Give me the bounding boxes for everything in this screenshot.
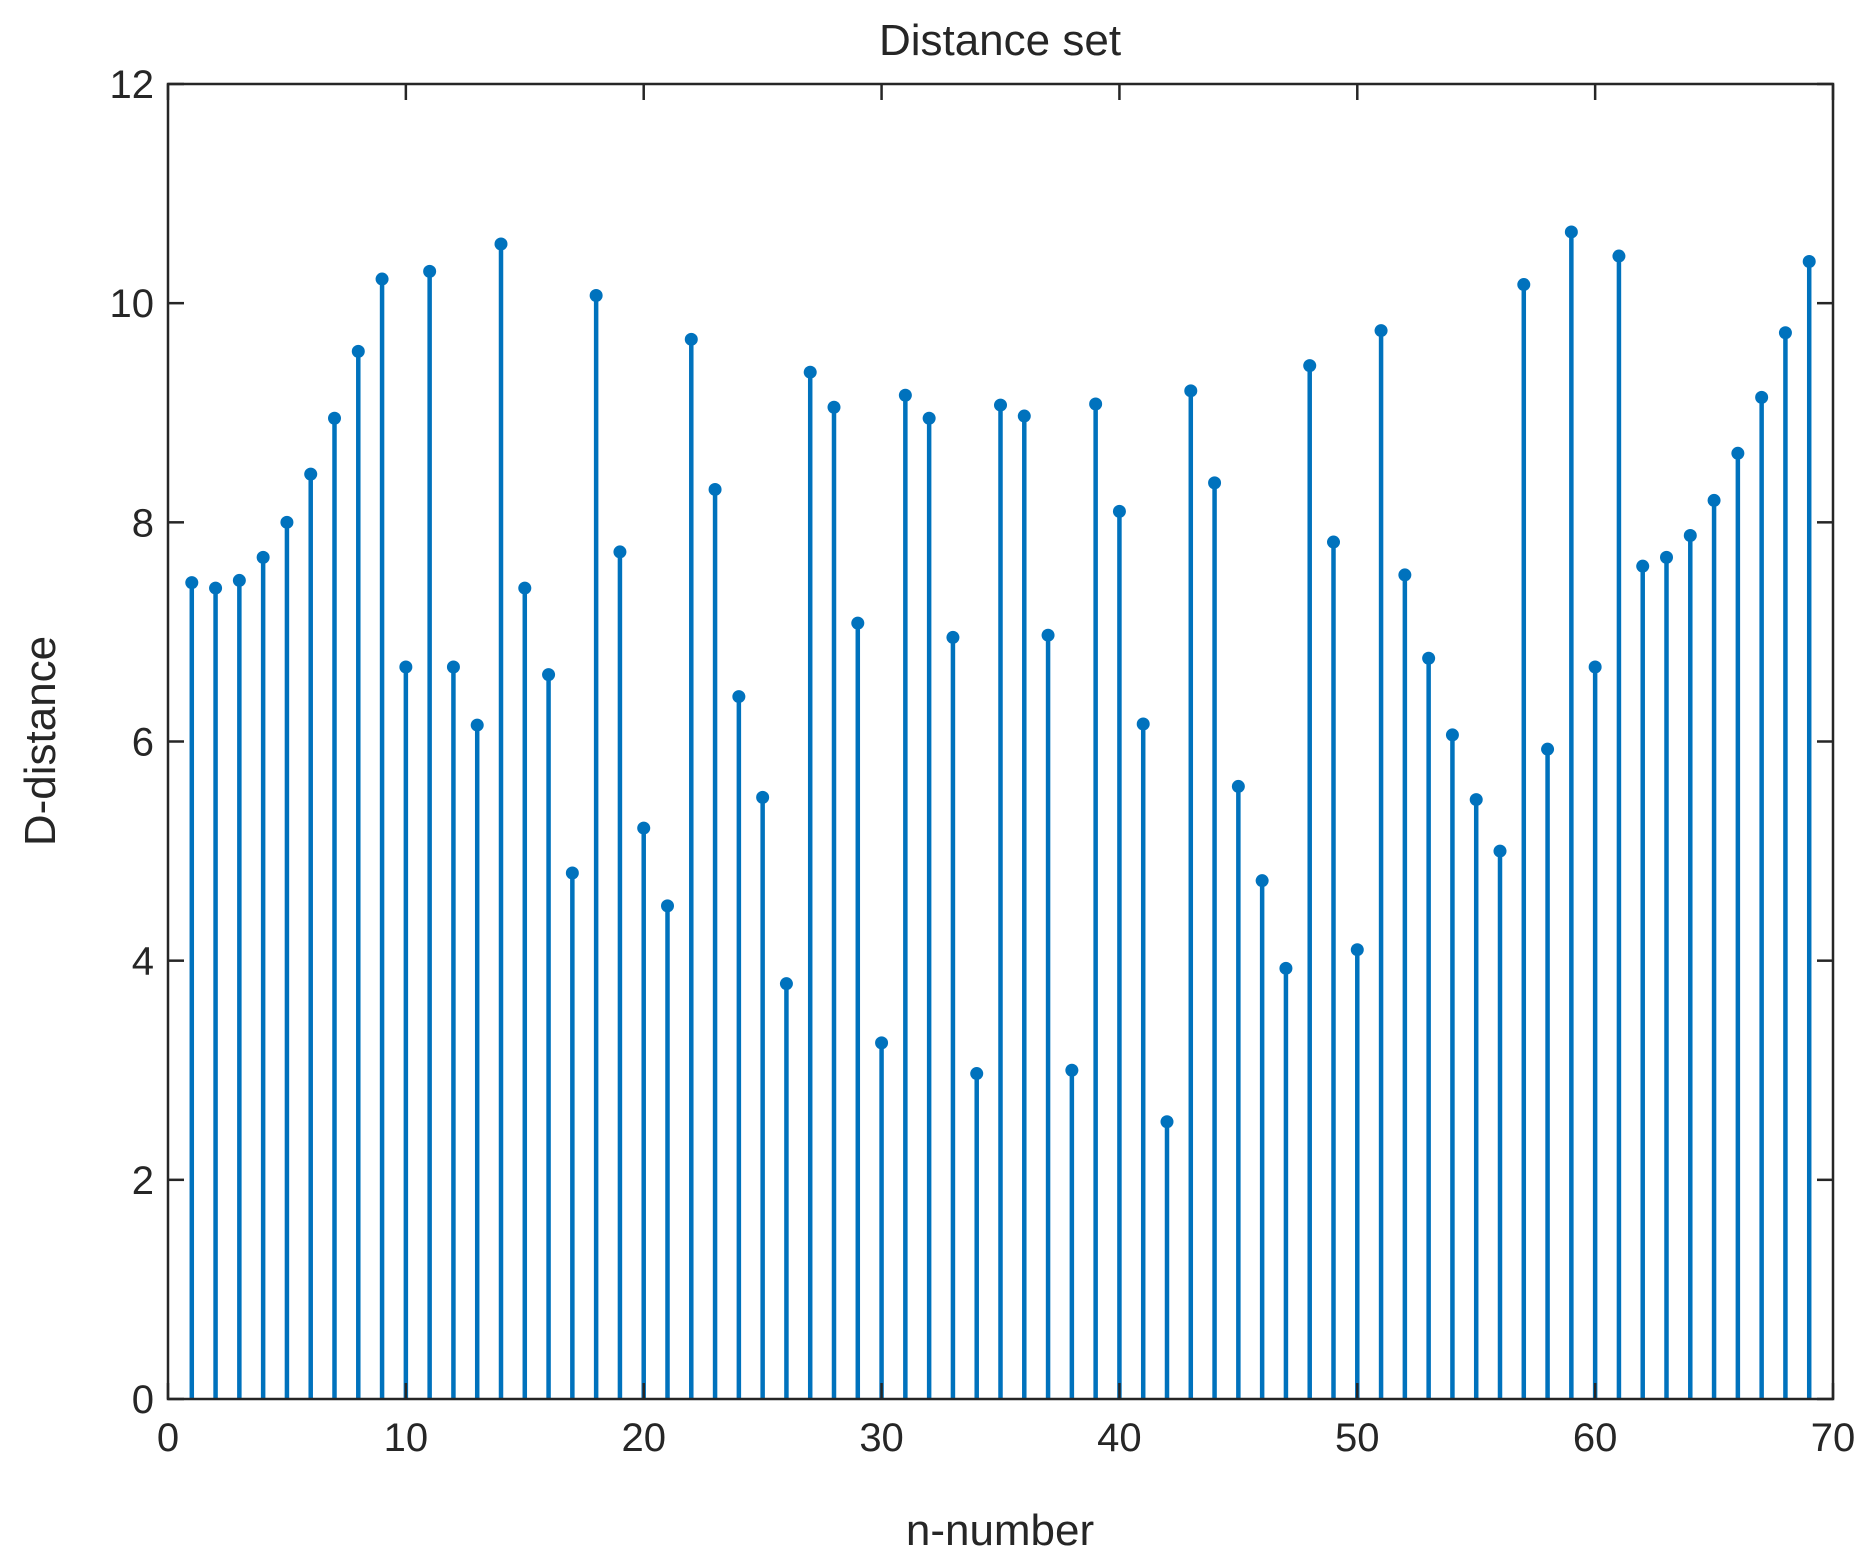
stem-marker bbox=[1303, 359, 1317, 373]
stem-marker bbox=[946, 630, 960, 644]
stem-marker bbox=[1422, 651, 1436, 665]
x-tick-label: 70 bbox=[1811, 1416, 1856, 1460]
stem-marker bbox=[1802, 255, 1816, 269]
stem-marker bbox=[1564, 225, 1578, 239]
stem-marker bbox=[1041, 628, 1055, 642]
stem-marker bbox=[542, 668, 556, 682]
stem-marker bbox=[280, 515, 294, 529]
stem-marker bbox=[185, 576, 199, 590]
stem-marker bbox=[1493, 844, 1507, 858]
stem-marker bbox=[1636, 559, 1650, 573]
stem-marker bbox=[661, 899, 674, 913]
stem-marker bbox=[423, 264, 437, 278]
stem-marker bbox=[1279, 961, 1293, 975]
stem-marker bbox=[589, 288, 603, 302]
stem-marker bbox=[399, 660, 413, 674]
stem-marker bbox=[1350, 943, 1364, 957]
stem-marker bbox=[1089, 397, 1103, 411]
stem-marker bbox=[827, 400, 841, 414]
stem-marker bbox=[232, 573, 246, 587]
y-tick-label: 4 bbox=[132, 940, 154, 984]
stem-marker bbox=[1612, 249, 1626, 263]
stem-marker bbox=[1160, 1115, 1174, 1129]
x-axis-title: n-number bbox=[906, 1506, 1094, 1555]
stem-marker bbox=[922, 411, 936, 425]
stem-marker bbox=[1707, 493, 1721, 507]
y-tick-label: 6 bbox=[132, 721, 154, 765]
stem-marker bbox=[875, 1036, 889, 1050]
stem-marker bbox=[1445, 728, 1459, 742]
stem-marker bbox=[1255, 874, 1269, 888]
stem-marker bbox=[756, 790, 770, 804]
stem-marker bbox=[1184, 384, 1198, 398]
stem-marker bbox=[1065, 1063, 1079, 1077]
stem-marker bbox=[1660, 550, 1673, 564]
y-tick-label: 12 bbox=[110, 63, 155, 107]
stem-marker bbox=[1112, 504, 1126, 518]
x-tick-label: 40 bbox=[1097, 1416, 1142, 1460]
stem-marker bbox=[494, 237, 508, 251]
stem-marker bbox=[1136, 717, 1150, 731]
stems-group bbox=[185, 225, 1816, 1399]
stem-marker bbox=[256, 550, 270, 564]
stem-marker bbox=[375, 272, 389, 286]
y-tick-label: 2 bbox=[132, 1159, 154, 1203]
stem-marker bbox=[209, 581, 223, 595]
stem-marker bbox=[1731, 446, 1745, 460]
stem-marker bbox=[1517, 278, 1531, 292]
stem-marker bbox=[970, 1067, 984, 1081]
stem-marker bbox=[1683, 528, 1697, 542]
y-tick-label: 10 bbox=[110, 282, 155, 326]
stem-marker bbox=[898, 388, 912, 402]
stem-marker bbox=[732, 690, 746, 704]
stem-marker bbox=[1541, 742, 1555, 756]
stem-marker bbox=[304, 467, 318, 481]
y-tick-label: 0 bbox=[132, 1378, 154, 1422]
stem-marker bbox=[708, 482, 722, 496]
stem-marker bbox=[1374, 324, 1388, 338]
stem-marker bbox=[851, 616, 865, 630]
stem-marker bbox=[1231, 779, 1245, 793]
chart-title: Distance set bbox=[879, 16, 1121, 65]
stem-marker bbox=[1208, 476, 1222, 490]
y-axis-title: D-distance bbox=[16, 636, 65, 846]
stem-marker bbox=[1398, 568, 1412, 582]
axes-box bbox=[166, 82, 1835, 1401]
stem-marker bbox=[994, 398, 1007, 412]
stem-marker bbox=[613, 545, 627, 559]
stem-marker bbox=[1778, 326, 1792, 340]
x-tick-label: 30 bbox=[859, 1416, 904, 1460]
x-tick-label: 20 bbox=[621, 1416, 666, 1460]
stem-marker bbox=[803, 365, 817, 379]
ticks-group: 0 10 20 30 40 50 60 70 0 2 4 6 8 10 12 bbox=[110, 63, 1856, 1460]
stem-marker bbox=[328, 411, 341, 425]
stem-marker bbox=[1327, 535, 1340, 549]
x-tick-label: 0 bbox=[157, 1416, 179, 1460]
stem-marker bbox=[637, 821, 651, 835]
stem-marker bbox=[684, 332, 698, 346]
stem-marker bbox=[446, 660, 460, 674]
stem-marker bbox=[518, 581, 532, 595]
stem-marker bbox=[1469, 793, 1483, 807]
x-tick-label: 60 bbox=[1573, 1416, 1618, 1460]
stem-marker bbox=[470, 718, 484, 732]
stem-marker bbox=[565, 866, 579, 880]
y-tick-label: 8 bbox=[132, 501, 154, 545]
stem-marker bbox=[1588, 660, 1602, 674]
stem-marker bbox=[351, 344, 365, 358]
stem-marker bbox=[1017, 409, 1031, 423]
stem-marker bbox=[779, 977, 793, 991]
x-tick-label: 10 bbox=[384, 1416, 429, 1460]
stem-marker bbox=[1755, 390, 1769, 404]
x-tick-label: 50 bbox=[1335, 1416, 1380, 1460]
